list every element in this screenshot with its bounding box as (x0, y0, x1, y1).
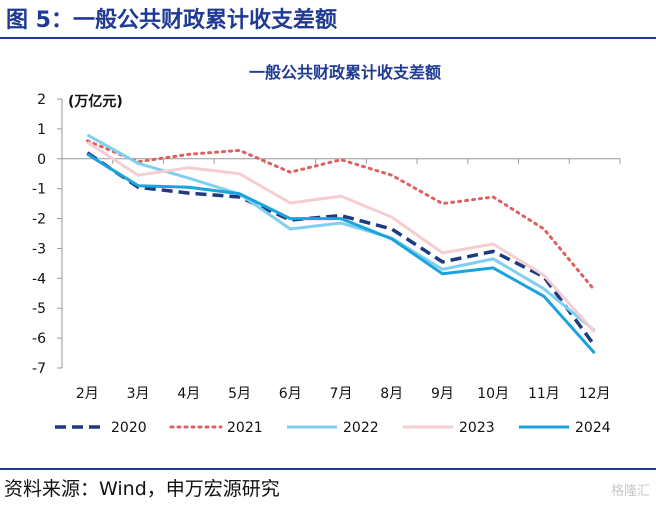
title-divider (0, 37, 656, 39)
x-tick-label: 7月 (330, 386, 353, 402)
legend-label-2023: 2023 (459, 420, 495, 436)
series-line-2021 (85, 139, 597, 292)
x-tick-label: 2月 (76, 386, 99, 402)
y-axis-unit-label: (万亿元) (68, 93, 123, 110)
y-tick-label: 1 (37, 122, 46, 138)
y-tick-label: 2 (37, 92, 46, 108)
legend-label-2024: 2024 (575, 420, 611, 436)
series-line-2023 (86, 141, 596, 334)
series-line-2024 (86, 153, 596, 355)
series-line-2022 (86, 133, 596, 332)
figure-title: 图 5：一般公共财政累计收支差额 (6, 8, 337, 33)
legend-label-2021: 2021 (227, 420, 263, 436)
y-tick-label: -4 (32, 271, 46, 287)
x-tick-label: 5月 (228, 386, 251, 402)
line-chart: 一般公共财政累计收支差额 (万亿元) 2 1 0 -1 -2 -3 -4 -5 -6 -7 2月 3月… (32, 63, 621, 436)
chart-title: 一般公共财政累计收支差额 (249, 63, 441, 82)
footer-divider (0, 468, 656, 470)
x-tick-label: 9月 (431, 386, 454, 402)
x-tick-label: 3月 (127, 386, 150, 402)
x-tick-label: 8月 (380, 386, 403, 402)
source-note: 资料来源：Wind，申万宏源研究 (4, 478, 280, 500)
legend-label-2020: 2020 (111, 420, 147, 436)
series-line-2020 (86, 151, 597, 347)
legend-label-2022: 2022 (343, 420, 379, 436)
x-tick-label: 10月 (477, 386, 509, 402)
x-tick-label: 12月 (579, 386, 611, 402)
y-tick-label: -7 (32, 361, 46, 377)
y-tick-label: -3 (32, 241, 46, 257)
y-tick-label: -1 (32, 182, 46, 198)
y-tick-label: -5 (32, 301, 46, 317)
y-tick-label: 0 (37, 152, 46, 168)
watermark: 格隆汇 (610, 484, 650, 499)
y-tick-label: -6 (32, 331, 46, 347)
y-tick-label: -2 (32, 212, 46, 228)
x-tick-label: 11月 (528, 386, 560, 402)
x-tick-label: 4月 (177, 386, 200, 402)
x-tick-label: 6月 (279, 386, 302, 402)
